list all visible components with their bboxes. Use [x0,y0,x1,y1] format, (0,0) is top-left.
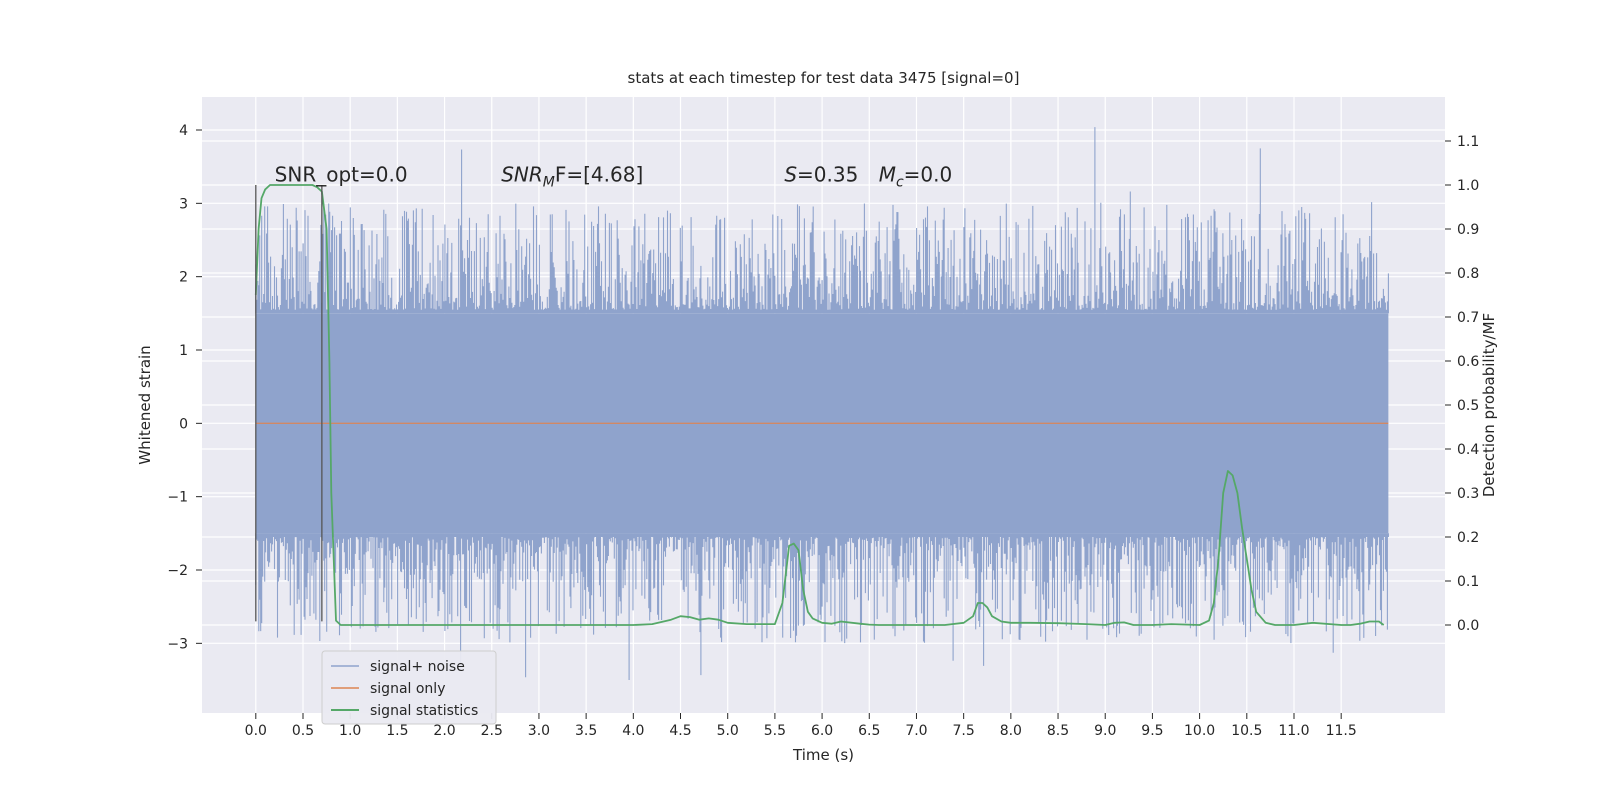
right-tick-label: 0.7 [1457,310,1479,326]
series-layer [254,127,1389,680]
legend-label-signal-noise: signal+ noise [370,659,465,675]
right-tick-label: 0.2 [1457,530,1479,546]
annotations: SNR_opt=0.0 SNRMF=[4.68] S=0.35 Mc=0.0 [275,162,953,190]
y-tick-label: −2 [167,563,188,579]
x-tick-label: 7.5 [953,723,975,739]
x-tick-label: 0.5 [292,723,314,739]
right-axis-ticks: 0.0 0.1 0.2 0.3 0.4 0.5 0.6 0.7 0.8 0.9 1.0 1.1 [1445,134,1479,634]
series-signal-statistics [254,184,1385,626]
x-tick-label: 11.5 [1326,723,1357,739]
x-tick-label: 7.0 [905,723,927,739]
right-axis-label: Detection probability/MF [1480,313,1498,497]
y-axis-ticks: −3 −2 −1 0 1 2 3 4 [167,123,202,652]
y-tick-label: 2 [179,270,188,286]
x-tick-label: 5.5 [764,723,786,739]
right-tick-label: 0.6 [1457,354,1479,370]
x-tick-label: 1.0 [339,723,361,739]
x-tick-label: 8.0 [1000,723,1022,739]
y-tick-label: 4 [179,123,188,139]
y-tick-label: 0 [179,416,188,432]
right-tick-label: 0.8 [1457,266,1479,282]
right-tick-label: 0.9 [1457,222,1479,238]
x-tick-label: 9.0 [1094,723,1116,739]
x-tick-label: 3.0 [528,723,550,739]
x-tick-label: 1.5 [386,723,408,739]
right-tick-label: 0.0 [1457,618,1479,634]
x-tick-label: 3.5 [575,723,597,739]
annotation-text: SNRMF=[4.68] [501,162,643,190]
legend-box [321,650,497,725]
right-tick-label: 0.4 [1457,442,1479,458]
x-tick-label: 8.5 [1047,723,1069,739]
right-tick-label: 1.0 [1457,178,1479,194]
y-tick-label: −1 [167,490,188,506]
x-tick-label: 6.5 [858,723,880,739]
x-tick-label: 4.5 [669,723,691,739]
x-tick-label: 4.0 [622,723,644,739]
legend-label-signal-statistics: signal statistics [370,703,478,719]
x-axis-ticks: 0.0 0.5 1.0 1.5 2.0 2.5 3.0 3.5 4.0 4.5 5.0 5.5 6.0 6… [245,713,1357,739]
x-tick-label: 0.0 [245,723,267,739]
x-tick-label: 10.5 [1231,723,1262,739]
y-tick-label: 1 [179,343,188,359]
right-tick-label: 0.5 [1457,398,1479,414]
x-tick-label: 10.0 [1184,723,1215,739]
x-tick-label: 2.5 [481,723,503,739]
legend-label-signal-only: signal only [370,681,445,697]
x-tick-label: 5.0 [717,723,739,739]
right-tick-label: 0.3 [1457,486,1479,502]
x-tick-label: 9.5 [1141,723,1163,739]
annotation-text: S=0.35 [784,162,858,186]
chart-title: stats at each timestep for test data 347… [628,69,1020,87]
x-axis-label: Time (s) [792,746,854,764]
y-tick-label: −3 [167,636,188,652]
legend: signal+ noise signal only signal statist… [321,650,497,725]
y-tick-label: 3 [179,196,188,212]
annotation-text: Mc=0.0 [879,162,953,190]
x-tick-label: 6.0 [811,723,833,739]
annotation-text: SNR_opt=0.0 [275,162,408,186]
y-axis-label: Whitened strain [136,345,154,464]
right-tick-label: 1.1 [1457,134,1479,150]
marker-lines [255,185,323,622]
x-tick-label: 11.0 [1278,723,1309,739]
right-tick-label: 0.1 [1457,574,1479,590]
x-tick-label: 2.0 [433,723,455,739]
